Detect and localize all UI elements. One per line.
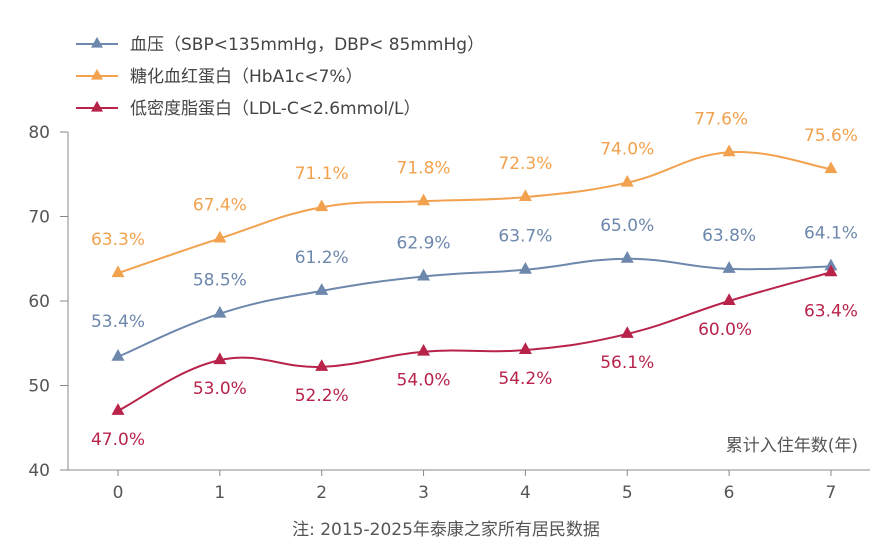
data-point [722,261,736,273]
data-label: 71.1% [295,164,349,184]
data-label: 71.8% [397,158,451,178]
data-label: 62.9% [397,233,451,253]
legend-triangle-marker [91,36,103,48]
data-point [111,403,125,415]
data-label: 77.6% [694,109,748,129]
data-label: 58.5% [193,271,247,291]
x-tick-label: 7 [826,483,837,503]
data-label: 75.6% [804,126,858,146]
legend-label: 低密度脂蛋白（LDL-C<2.6mmol/L） [130,99,420,119]
data-point [620,251,634,263]
data-label: 54.2% [498,369,552,389]
series-line [117,257,831,358]
x-tick-label: 1 [214,483,225,503]
data-point [417,343,431,356]
data-point [315,283,329,295]
data-point [824,264,838,277]
data-point [417,193,431,206]
data-point [824,161,838,174]
chart-note: 注: 2015-2025年泰康之家所有居民数据 [292,520,600,540]
x-tick-label: 2 [316,483,327,503]
y-tick-label: 60 [28,292,50,312]
data-label: 53.0% [193,379,247,399]
legend-triangle-marker [91,68,103,80]
x-tick-label: 3 [418,483,429,503]
data-point [620,174,634,187]
data-label: 52.2% [295,386,349,406]
data-label: 63.4% [804,301,858,321]
data-point [722,144,736,157]
series-3: 47.0% 53.0% 52.2% 54.0% 54.2% 56.1% 60.0% 63.4% [91,264,858,450]
legend-item: 低密度脂蛋白（LDL-C<2.6mmol/L） [76,99,420,119]
data-point [518,342,532,354]
data-point [824,258,838,271]
y-tick-label: 70 [28,208,50,228]
legend-triangle-marker [91,100,103,112]
y-tick-label: 50 [28,377,50,397]
data-point [620,326,634,338]
data-label: 56.1% [600,353,654,373]
data-point [417,268,431,281]
legend: 血压（SBP<135mmHg，DBP< 85mmHg） 糖化血红蛋白（HbA1c<… [76,35,484,119]
series-line [117,271,832,412]
x-tick-label: 4 [520,483,531,503]
x-axis-title: 累计入住年数(年) [726,436,858,456]
legend-label: 血压（SBP<135mmHg，DBP< 85mmHg） [130,35,484,55]
series-layer: 53.4% 58.5% 61.2% 62.9% 63.7% 65.0% 63.8% 64.1%… [91,109,858,450]
data-label: 64.1% [804,223,858,243]
x-tick-label: 5 [622,483,633,503]
data-point [111,349,125,361]
data-label: 74.0% [600,140,654,160]
data-label: 67.4% [193,195,247,215]
data-label: 63.8% [702,226,756,246]
data-point [722,293,736,305]
data-point [315,199,329,212]
data-point [315,359,329,371]
data-label: 65.0% [600,216,654,236]
axes: 40 50 60 70 80 0 1 2 3 4 5 6 7 [28,123,870,503]
data-label: 61.2% [295,248,349,268]
data-point [213,305,227,318]
x-tick-label: 0 [113,483,124,503]
data-point [518,189,532,202]
data-label: 63.7% [498,227,552,247]
y-tick-label: 80 [28,123,50,143]
data-point [518,262,532,274]
y-tick-label: 40 [28,461,50,481]
data-label: 54.0% [397,371,451,391]
series-line [117,150,832,275]
data-point [213,352,227,365]
data-point [213,230,227,243]
data-label: 63.3% [91,230,145,250]
data-label: 53.4% [91,312,145,332]
series-1: 53.4% 58.5% 61.2% 62.9% 63.7% 65.0% 63.8% 64.1% [91,216,858,361]
data-label: 47.0% [91,430,145,450]
legend-item: 糖化血红蛋白（HbA1c<7%） [76,67,363,87]
data-label: 60.0% [698,320,752,340]
legend-label: 糖化血红蛋白（HbA1c<7%） [130,67,363,87]
series-2: 63.3% 67.4% 71.1% 71.8% 72.3% 74.0% 77.6% 75.6% [91,109,858,278]
data-label: 72.3% [498,154,552,174]
x-tick-label: 6 [724,483,735,503]
data-point [111,265,125,278]
legend-item: 血压（SBP<135mmHg，DBP< 85mmHg） [76,35,484,55]
